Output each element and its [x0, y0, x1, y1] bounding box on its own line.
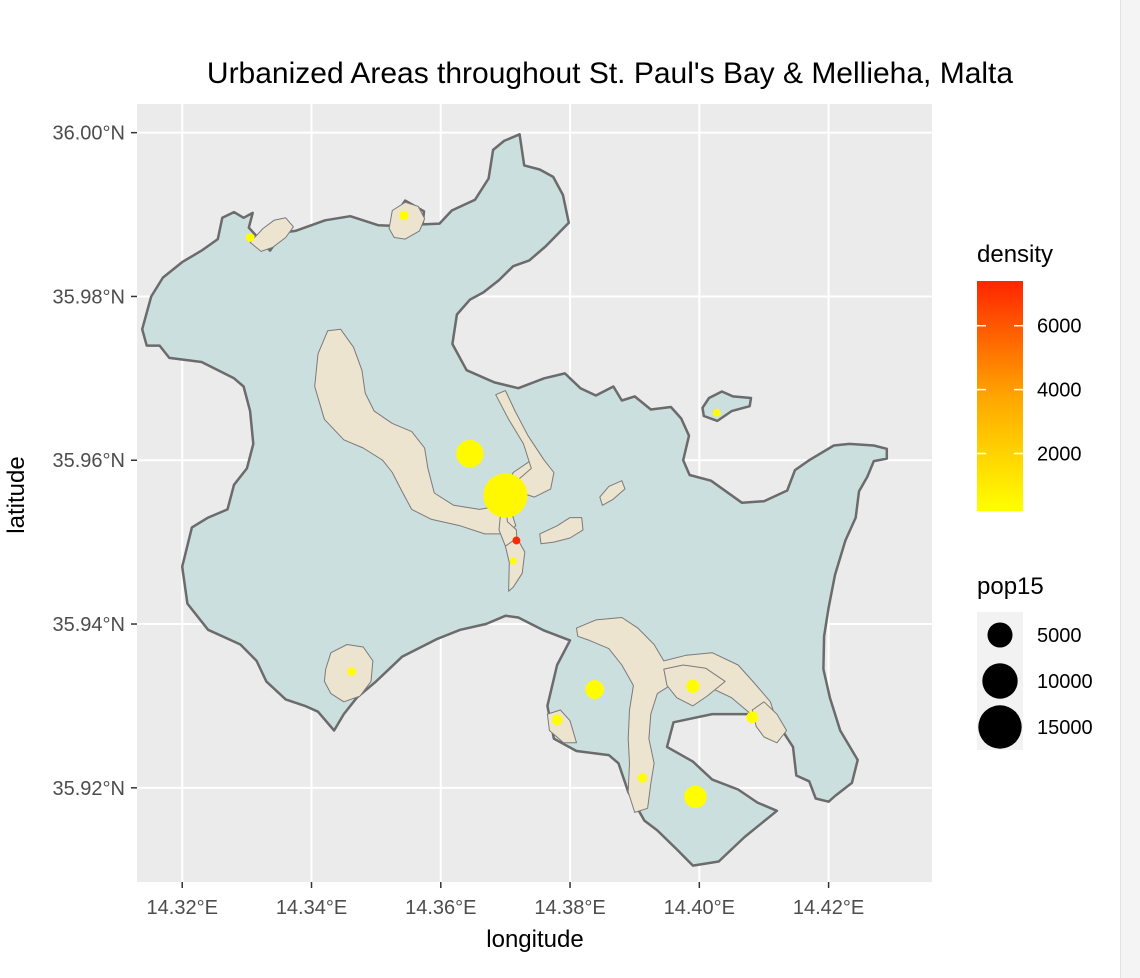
pop15-legend-key [978, 705, 1022, 749]
y-axis: 35.92°N 35.94°N 35.96°N 35.98°N 36.00°N [53, 123, 137, 800]
pop15-legend-label: 5000 [1037, 625, 1082, 647]
colorbar-tick-label: 2000 [1037, 444, 1082, 466]
y-tick-label: 35.96°N [53, 450, 126, 472]
urban-area [495, 390, 555, 547]
colorbar-tick-label: 4000 [1037, 380, 1082, 402]
x-tick-label: 14.38°E [534, 897, 605, 919]
y-tick-label: 35.92°N [53, 778, 126, 800]
urban-point [245, 233, 255, 242]
density-colorbar [977, 281, 1023, 511]
pop15-legend-key [982, 663, 1018, 699]
urban-area [504, 537, 526, 592]
urban-area [539, 517, 584, 545]
x-tick-label: 14.36°E [405, 897, 476, 919]
colorbar-tick-label: 6000 [1037, 316, 1082, 338]
map-title: Urbanized Areas throughout St. Paul's Ba… [207, 57, 1013, 90]
window-edge [1120, 0, 1140, 978]
urban-point [712, 408, 721, 417]
urban-point [399, 210, 409, 221]
urban-point [456, 439, 484, 468]
urban-point [637, 773, 648, 783]
pop15-legend-label: 15000 [1037, 717, 1093, 739]
y-tick-label: 36.00°N [53, 123, 126, 145]
y-axis-title: latitude [3, 456, 30, 533]
urban-point [684, 785, 707, 809]
urban-point [509, 557, 517, 565]
urban-point [746, 711, 759, 724]
urban-area [249, 217, 294, 252]
density-colorbar-ticks: 2000 4000 6000 [977, 316, 1082, 466]
urban-point [551, 714, 563, 726]
urban-area [388, 201, 426, 240]
x-tick-label: 14.42°E [793, 897, 864, 919]
density-legend-title: density [977, 241, 1053, 268]
x-axis-title: longitude [486, 926, 583, 953]
urban-point [347, 667, 356, 676]
urban-points [245, 210, 759, 809]
pop15-legend-key [987, 622, 1013, 648]
density-legend: density 2000 4000 6000 [977, 241, 1082, 511]
x-axis: 14.32°E 14.34°E 14.36°E 14.38°E 14.40°E 14.42… [147, 882, 864, 919]
urban-point [686, 679, 700, 693]
urban-area [576, 617, 778, 813]
x-tick-label: 14.34°E [276, 897, 347, 919]
urban-point [483, 473, 528, 518]
pop15-legend-title: pop15 [977, 573, 1044, 600]
x-tick-label: 14.40°E [664, 897, 735, 919]
urban-point [512, 536, 521, 545]
y-tick-label: 35.98°N [53, 286, 126, 308]
y-tick-label: 35.94°N [53, 614, 126, 636]
urban-area [751, 701, 788, 744]
x-tick-label: 14.32°E [147, 897, 218, 919]
urban-point [585, 680, 604, 699]
urban-area [599, 480, 626, 506]
pop15-legend: pop15 5000 10000 15000 [977, 573, 1093, 750]
pop15-legend-label: 10000 [1037, 671, 1093, 693]
